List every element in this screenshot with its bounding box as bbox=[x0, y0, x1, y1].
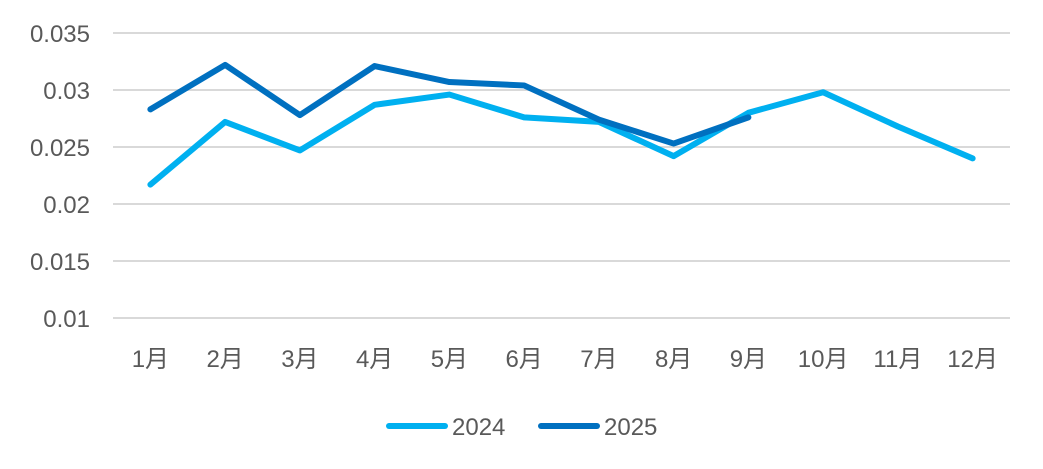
x-axis-ticks: 1月 2月 3月 4月 5月 6月 7月 8月 9月 10月 11月 12月 bbox=[132, 346, 998, 373]
y-tick-label: 0.035 bbox=[30, 21, 90, 48]
x-tick-label: 9月 bbox=[730, 346, 767, 373]
series-line-2024 bbox=[147, 89, 976, 188]
y-tick-label: 0.025 bbox=[30, 135, 90, 162]
series-lines bbox=[147, 61, 976, 188]
legend-item-2025: 2025 bbox=[538, 414, 657, 441]
y-tick-label: 0.01 bbox=[43, 306, 90, 333]
x-tick-label: 2月 bbox=[206, 346, 243, 373]
y-tick-label: 0.03 bbox=[43, 78, 90, 105]
legend: 2024 2025 bbox=[386, 414, 657, 441]
x-tick-label: 8月 bbox=[655, 346, 692, 373]
x-tick-label: 6月 bbox=[505, 346, 542, 373]
legend-item-2024: 2024 bbox=[386, 414, 505, 441]
legend-label: 2024 bbox=[452, 414, 505, 441]
x-tick-label: 11月 bbox=[873, 346, 922, 373]
y-tick-label: 0.015 bbox=[30, 249, 90, 276]
x-tick-label: 3月 bbox=[281, 346, 318, 373]
y-tick-label: 0.02 bbox=[43, 192, 90, 219]
x-tick-label: 5月 bbox=[431, 346, 468, 373]
x-tick-label: 4月 bbox=[356, 346, 393, 373]
legend-label: 2025 bbox=[604, 414, 657, 441]
x-tick-label: 10月 bbox=[798, 346, 849, 373]
series-line-2025 bbox=[147, 61, 752, 147]
gridlines bbox=[113, 32, 1010, 319]
x-tick-label: 1月 bbox=[132, 346, 169, 373]
y-axis-ticks: 0.01 0.015 0.02 0.025 0.03 0.035 bbox=[30, 21, 90, 333]
x-tick-label: 12月 bbox=[947, 346, 998, 373]
x-tick-label: 7月 bbox=[580, 346, 617, 373]
